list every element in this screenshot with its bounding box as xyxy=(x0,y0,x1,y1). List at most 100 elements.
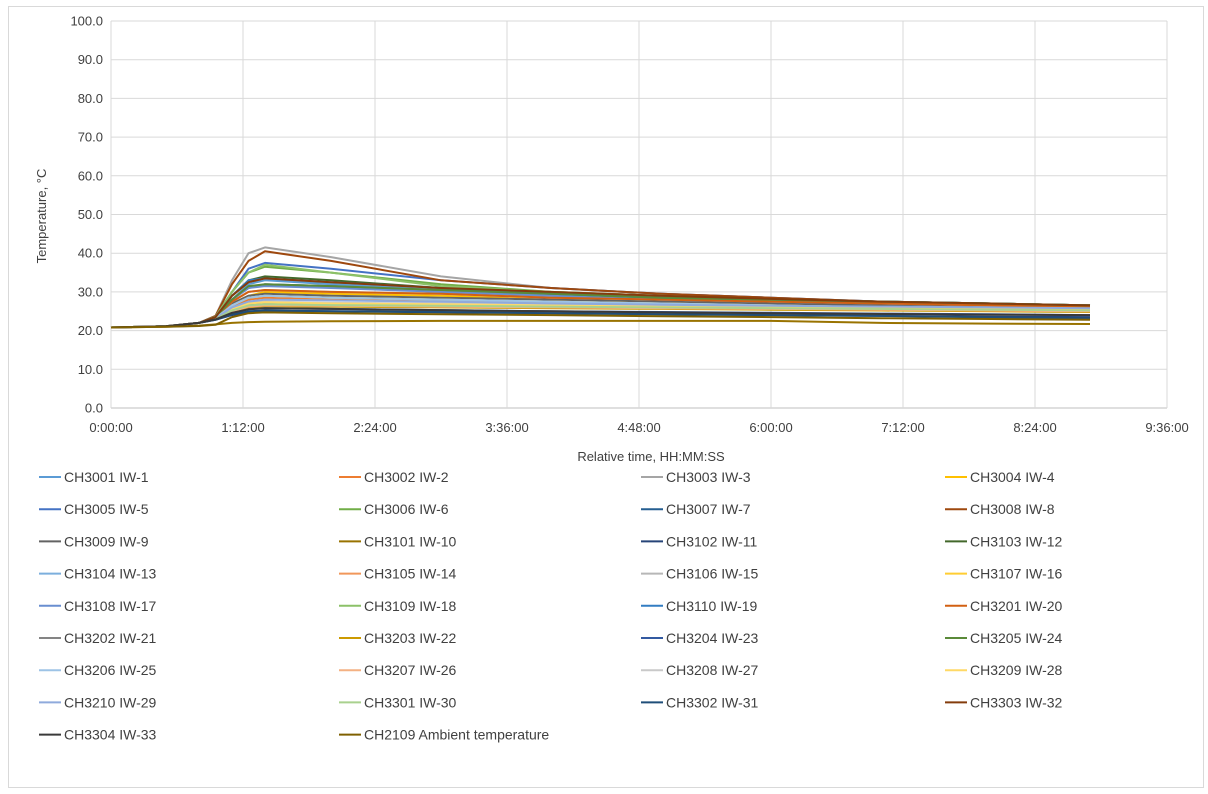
legend-item: CH3103 IW-12 xyxy=(945,533,1063,549)
legend-item: CH3209 IW-28 xyxy=(945,662,1063,678)
legend-item: CH3301 IW-30 xyxy=(339,694,457,710)
x-axis-label: Relative time, HH:MM:SS xyxy=(577,449,725,464)
legend-label: CH3004 IW-4 xyxy=(970,469,1055,485)
y-tick-label: 0.0 xyxy=(85,401,103,416)
y-tick-label: 100.0 xyxy=(70,14,103,29)
legend-item: CH3304 IW-33 xyxy=(39,727,157,743)
line-chart: 0.0 10.0 20.0 30.0 40.0 50.0 60.0 70.0 80.0 90.0 1… xyxy=(34,14,1189,743)
legend-item: CH3202 IW-21 xyxy=(39,630,157,646)
legend-item: CH3207 IW-26 xyxy=(339,662,457,678)
legend-label: CH3206 IW-25 xyxy=(64,662,157,678)
legend-item: CH3205 IW-24 xyxy=(945,630,1063,646)
y-tick-label: 10.0 xyxy=(78,362,103,377)
legend-label: CH3104 IW-13 xyxy=(64,566,157,582)
x-tick-label: 4:48:00 xyxy=(617,420,660,435)
legend-item: CH3203 IW-22 xyxy=(339,630,457,646)
legend-item: CH3208 IW-27 xyxy=(641,662,759,678)
y-tick-label: 70.0 xyxy=(78,130,103,145)
legend-label: CH3005 IW-5 xyxy=(64,501,149,517)
y-tick-label: 40.0 xyxy=(78,246,103,261)
legend-item: CH2109 Ambient temperature xyxy=(339,727,549,743)
legend-label: CH3304 IW-33 xyxy=(64,727,157,743)
legend-label: CH3110 IW-19 xyxy=(666,598,758,614)
legend-label: CH3007 IW-7 xyxy=(666,501,751,517)
legend-label: CH3001 IW-1 xyxy=(64,469,149,485)
legend-label: CH3107 IW-16 xyxy=(970,566,1063,582)
legend-label: CH3103 IW-12 xyxy=(970,533,1063,549)
legend-label: CH3006 IW-6 xyxy=(364,501,449,517)
legend-label: CH3002 IW-2 xyxy=(364,469,449,485)
legend-item: CH3105 IW-14 xyxy=(339,566,457,582)
legend-label: CH3207 IW-26 xyxy=(364,662,457,678)
y-tick-label: 80.0 xyxy=(78,91,103,106)
x-tick-label: 6:00:00 xyxy=(749,420,792,435)
y-tick-label: 20.0 xyxy=(78,323,103,338)
x-axis-ticks: 0:00:00 1:12:00 2:24:00 3:36:00 4:48:00 6:00:… xyxy=(89,420,1188,435)
x-tick-label: 3:36:00 xyxy=(485,420,528,435)
legend-item: CH3102 IW-11 xyxy=(641,533,758,549)
legend-label: CH3009 IW-9 xyxy=(64,533,149,549)
legend-label: CH3303 IW-32 xyxy=(970,694,1063,710)
legend-item: CH3104 IW-13 xyxy=(39,566,157,582)
legend-item: CH3110 IW-19 xyxy=(641,598,758,614)
legend-item: CH3006 IW-6 xyxy=(339,501,449,517)
legend-item: CH3107 IW-16 xyxy=(945,566,1063,582)
gridlines xyxy=(110,20,1168,409)
legend-label: CH3203 IW-22 xyxy=(364,630,457,646)
legend-label: CH3003 IW-3 xyxy=(666,469,751,485)
legend-item: CH3009 IW-9 xyxy=(39,533,149,549)
x-tick-label: 7:12:00 xyxy=(881,420,924,435)
legend-item: CH3201 IW-20 xyxy=(945,598,1063,614)
series-line-34 xyxy=(110,311,1091,329)
legend-label: CH3108 IW-17 xyxy=(64,598,157,614)
y-tick-label: 50.0 xyxy=(78,207,103,222)
legend-label: CH3109 IW-18 xyxy=(364,598,457,614)
legend-label: CH3106 IW-15 xyxy=(666,566,759,582)
legend-label: CH3210 IW-29 xyxy=(64,694,157,710)
legend-label: CH3201 IW-20 xyxy=(970,598,1063,614)
y-axis-ticks: 0.0 10.0 20.0 30.0 40.0 50.0 60.0 70.0 80.0 90.0 1… xyxy=(70,14,103,416)
y-tick-label: 30.0 xyxy=(78,284,103,299)
legend-item: CH3002 IW-2 xyxy=(339,469,449,485)
x-tick-label: 0:00:00 xyxy=(89,420,132,435)
legend-item: CH3302 IW-31 xyxy=(641,694,759,710)
series-line-33 xyxy=(110,307,1091,329)
legend-item: CH3101 IW-10 xyxy=(339,533,457,549)
x-tick-label: 1:12:00 xyxy=(221,420,264,435)
legend-item: CH3303 IW-32 xyxy=(945,694,1063,710)
legend-label: CH3205 IW-24 xyxy=(970,630,1063,646)
legend-label: CH2109 Ambient temperature xyxy=(364,727,549,743)
legend-item: CH3003 IW-3 xyxy=(641,469,751,485)
legend-label: CH3101 IW-10 xyxy=(364,533,457,549)
legend-item: CH3109 IW-18 xyxy=(339,598,457,614)
legend-label: CH3105 IW-14 xyxy=(364,566,457,582)
series-line-10 xyxy=(110,319,1091,329)
legend-item: CH3004 IW-4 xyxy=(945,469,1055,485)
y-axis-label: Temperature, °C xyxy=(34,169,49,264)
legend-item: CH3204 IW-23 xyxy=(641,630,759,646)
legend-item: CH3008 IW-8 xyxy=(945,501,1055,517)
y-tick-label: 90.0 xyxy=(78,52,103,67)
legend-item: CH3001 IW-1 xyxy=(39,469,149,485)
legend-label: CH3204 IW-23 xyxy=(666,630,759,646)
y-tick-label: 60.0 xyxy=(78,168,103,183)
legend-label: CH3301 IW-30 xyxy=(364,694,457,710)
legend-item: CH3106 IW-15 xyxy=(641,566,759,582)
x-tick-label: 8:24:00 xyxy=(1013,420,1056,435)
x-tick-label: 9:36:00 xyxy=(1145,420,1188,435)
legend-label: CH3302 IW-31 xyxy=(666,694,759,710)
legend-label: CH3008 IW-8 xyxy=(970,501,1055,517)
legend-label: CH3209 IW-28 xyxy=(970,662,1063,678)
legend-item: CH3005 IW-5 xyxy=(39,501,149,517)
chart-frame: 0.0 10.0 20.0 30.0 40.0 50.0 60.0 70.0 80.0 90.0 1… xyxy=(8,6,1204,788)
legend: CH3001 IW-1 CH3002 IW-2 CH3003 IW-3 CH3004 … xyxy=(39,469,1063,743)
legend-item: CH3007 IW-7 xyxy=(641,501,751,517)
legend-item: CH3210 IW-29 xyxy=(39,694,157,710)
x-tick-label: 2:24:00 xyxy=(353,420,396,435)
series-lines xyxy=(110,246,1091,329)
legend-label: CH3208 IW-27 xyxy=(666,662,759,678)
legend-item: CH3108 IW-17 xyxy=(39,598,157,614)
legend-item: CH3206 IW-25 xyxy=(39,662,157,678)
legend-label: CH3202 IW-21 xyxy=(64,630,157,646)
legend-label: CH3102 IW-11 xyxy=(666,533,758,549)
